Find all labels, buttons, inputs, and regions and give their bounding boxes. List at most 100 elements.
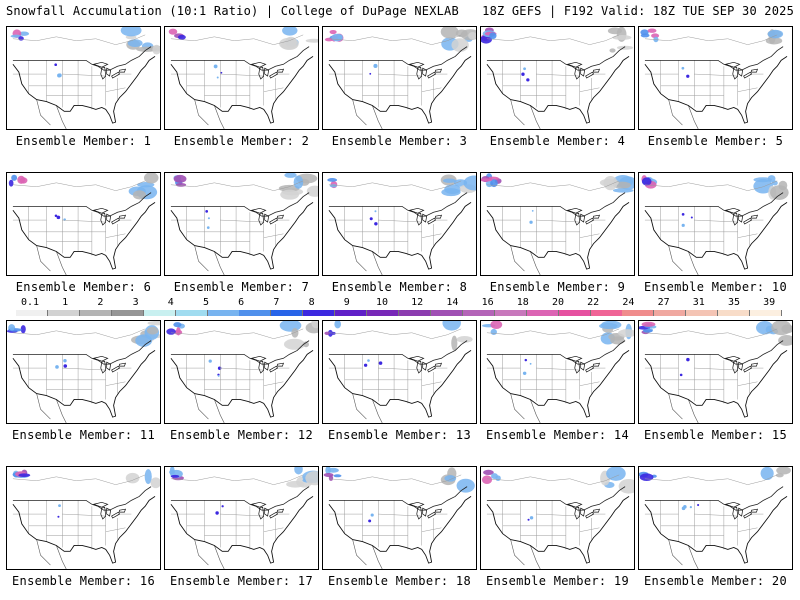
colorbar-swatch xyxy=(303,310,336,316)
ensemble-member-label: Ensemble Member: 16 xyxy=(12,574,155,588)
us-base-map xyxy=(639,467,791,569)
colorbar-swatch xyxy=(558,310,591,316)
colorbar-tick-label: 27 xyxy=(657,297,670,308)
snowfall-shading xyxy=(7,321,160,369)
ensemble-map-panel xyxy=(322,320,477,424)
colorbar-swatch xyxy=(430,310,463,316)
colorbar-tick-label: 18 xyxy=(516,297,529,308)
ensemble-map-panel xyxy=(164,320,319,424)
colorbar-swatch xyxy=(686,310,719,316)
colorbar-tick-label: 31 xyxy=(692,297,705,308)
colorbar-tick-label: 1 xyxy=(62,297,69,308)
colorbar-tick-label: 24 xyxy=(622,297,635,308)
snowfall-shading xyxy=(640,28,784,78)
snowfall-shading xyxy=(168,27,318,79)
us-base-map xyxy=(170,173,318,275)
snowfall-shading xyxy=(323,467,475,523)
colorbar-tick-label: 0.1 xyxy=(20,297,40,308)
ensemble-map-panel xyxy=(6,466,161,570)
ensemble-member-label: Ensemble Member: 4 xyxy=(489,134,626,148)
snowfall-shading xyxy=(481,467,634,521)
snowfall-shading xyxy=(12,469,160,518)
us-base-map xyxy=(639,321,792,423)
colorbar-tick-label: 14 xyxy=(446,297,459,308)
colorbar-tick-label: 39 xyxy=(763,297,776,308)
map-title: Snowfall Accumulation (10:1 Ratio) | Col… xyxy=(6,4,459,18)
ensemble-member-label: Ensemble Member: 20 xyxy=(644,574,787,588)
colorbar-tick-label: 9 xyxy=(343,297,350,308)
colorbar-swatch xyxy=(399,310,431,316)
ensemble-member-label: Ensemble Member: 5 xyxy=(647,134,784,148)
colorbar-swatch xyxy=(526,310,559,316)
ensemble-member-label: Ensemble Member: 12 xyxy=(170,428,313,442)
colorbar-swatch xyxy=(79,310,112,316)
ensemble-member-label: Ensemble Member: 11 xyxy=(12,428,155,442)
snowfall-shading xyxy=(481,173,634,224)
snowfall-shading xyxy=(166,321,318,377)
snowfall-shading xyxy=(641,175,789,227)
colorbar-swatch xyxy=(622,310,655,316)
colorbar-tick-label: 4 xyxy=(167,297,174,308)
ensemble-map-panel xyxy=(638,320,793,424)
snowfall-shading xyxy=(481,27,634,82)
colorbar-tick-label: 16 xyxy=(481,297,494,308)
colorbar-swatch xyxy=(47,310,80,316)
ensemble-member-label: Ensemble Member: 1 xyxy=(15,134,152,148)
colorbar-swatch xyxy=(750,310,783,316)
colorbar-tick-label: 10 xyxy=(375,297,389,308)
ensemble-map-panel xyxy=(322,466,477,570)
us-base-map xyxy=(481,467,634,569)
us-base-map xyxy=(324,321,473,423)
snowfall-shading xyxy=(8,173,159,221)
us-base-map xyxy=(166,321,318,423)
ensemble-member-label: Ensemble Member: 18 xyxy=(328,574,471,588)
us-base-map xyxy=(482,321,634,423)
ensemble-map-panel xyxy=(480,26,635,130)
ensemble-member-label: Ensemble Member: 19 xyxy=(486,574,629,588)
ensemble-member-label: Ensemble Member: 10 xyxy=(644,280,787,294)
colorbar-tick-label: 8 xyxy=(308,297,315,308)
us-base-map xyxy=(169,467,318,569)
ensemble-member-label: Ensemble Member: 7 xyxy=(173,280,310,294)
ensemble-member-label: Ensemble Member: 14 xyxy=(486,428,629,442)
us-base-map xyxy=(323,467,475,569)
us-base-map xyxy=(641,175,789,275)
colorbar-tick-label: 22 xyxy=(587,297,600,308)
snowfall-shading xyxy=(639,467,791,511)
snowfall-shading xyxy=(324,27,476,75)
ensemble-member-label: Ensemble Member: 13 xyxy=(328,428,471,442)
colorbar-tick-label: 35 xyxy=(727,297,741,308)
snowfall-shading xyxy=(639,321,792,377)
colorbar-swatch xyxy=(335,310,368,316)
ensemble-map-panel xyxy=(164,172,319,276)
ensemble-member-label: Ensemble Member: 3 xyxy=(331,134,468,148)
colorbar-swatch xyxy=(367,310,400,316)
colorbar-swatch xyxy=(462,310,495,316)
snowfall-shading xyxy=(482,321,634,376)
colorbar-tick-label: 12 xyxy=(411,297,424,308)
us-base-map xyxy=(12,469,160,569)
ensemble-map-panel xyxy=(164,466,319,570)
ensemble-map-panel xyxy=(480,466,635,570)
ensemble-map-panel xyxy=(638,26,793,130)
ensemble-map-panel xyxy=(638,466,793,570)
colorbar-tick-label: 20 xyxy=(551,297,565,308)
ensemble-map-panel xyxy=(480,320,635,424)
colorbar-swatch xyxy=(590,310,623,316)
us-base-map xyxy=(7,321,160,423)
colorbar-swatch xyxy=(175,310,208,316)
ensemble-map-panel xyxy=(164,26,319,130)
us-base-map xyxy=(481,27,634,129)
ensemble-member-label: Ensemble Member: 2 xyxy=(173,134,310,148)
colorbar-swatch xyxy=(494,310,527,316)
snowfall-shading xyxy=(10,27,160,78)
colorbar-swatch xyxy=(143,310,176,316)
ensemble-map-panel xyxy=(638,172,793,276)
ensemble-member-label: Ensemble Member: 8 xyxy=(331,280,468,294)
snowfall-shading xyxy=(169,467,318,515)
colorbar-swatch xyxy=(239,310,272,316)
ensemble-map-panel xyxy=(6,172,161,276)
ensemble-member-label: Ensemble Member: 9 xyxy=(489,280,626,294)
ensemble-member-label: Ensemble Member: 15 xyxy=(644,428,787,442)
ensemble-map-panel xyxy=(322,26,477,130)
